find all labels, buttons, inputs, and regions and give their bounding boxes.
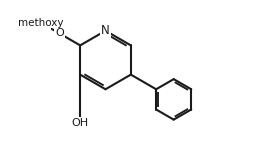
Text: O: O [55,28,64,38]
Text: methoxy: methoxy [18,18,64,28]
Text: N: N [101,24,110,37]
Text: OH: OH [72,118,89,128]
